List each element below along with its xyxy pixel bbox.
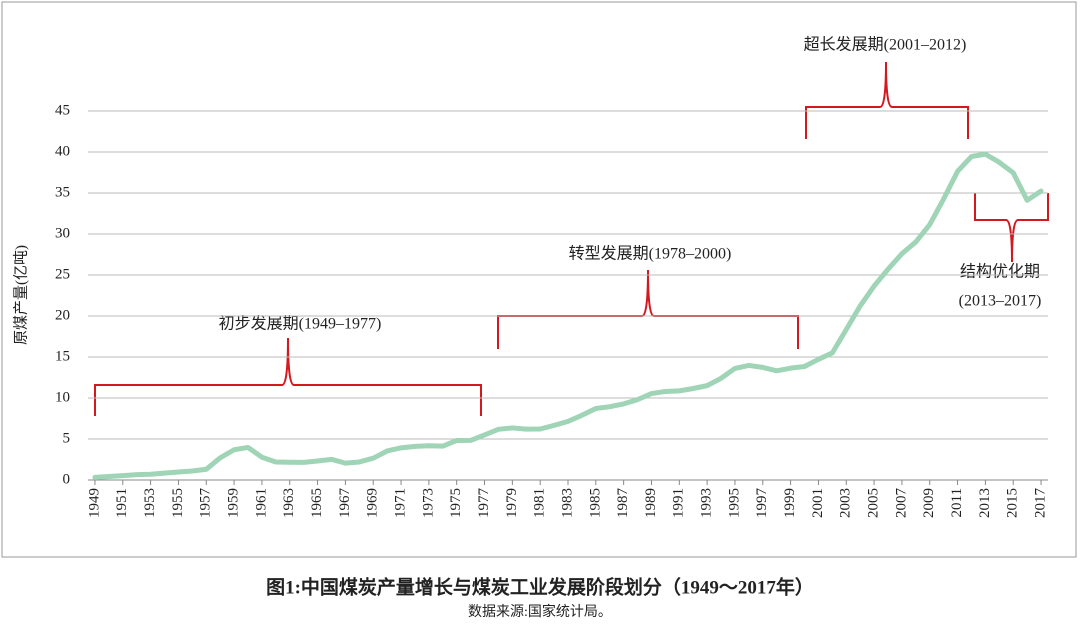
y-tick-label: 20: [55, 307, 70, 323]
annotation: 结构优化期: [960, 263, 1040, 281]
x-tick-label: 2015: [1005, 488, 1021, 518]
source-note: 数据来源:国家统计局。: [468, 603, 612, 620]
y-tick-label: 35: [55, 184, 70, 200]
bracket: [94, 337, 482, 416]
bracket: [805, 61, 969, 139]
x-tick-label: 1959: [226, 488, 242, 518]
x-tick-label: 2003: [838, 488, 854, 518]
x-tick-label: 2013: [977, 488, 993, 518]
x-tick-label: 2017: [1032, 488, 1048, 519]
x-tick-label: 1957: [198, 488, 214, 519]
x-tick-label: 1997: [754, 488, 770, 519]
x-tick-label: 1989: [643, 488, 659, 518]
x-tick-label: 1969: [365, 488, 381, 518]
y-tick-label: 15: [55, 348, 70, 364]
x-tick-label: 1951: [114, 488, 130, 518]
x-tick-label: 2001: [810, 488, 826, 518]
x-tick-label: 1975: [448, 488, 464, 518]
x-tick-label: 1963: [281, 488, 297, 518]
y-tick-label: 5: [63, 430, 71, 446]
x-tick-label: 1965: [309, 488, 325, 518]
x-tick-label: 2011: [949, 488, 965, 517]
bracket: [497, 269, 799, 349]
annotation: 转型发展期(1978–2000): [569, 245, 732, 263]
x-tick-label: 1961: [253, 488, 269, 518]
y-tick-label: 10: [55, 389, 70, 405]
x-tick-label: 1971: [392, 488, 408, 518]
annotation: (2013–2017): [959, 293, 1042, 310]
x-tick-label: 2009: [921, 488, 937, 518]
x-tick-label: 1983: [559, 488, 575, 518]
x-tick-label: 1949: [86, 488, 102, 518]
x-tick-label: 1981: [532, 488, 548, 518]
x-tick-label: 1987: [615, 488, 631, 519]
x-tick-label: 1985: [587, 488, 603, 518]
y-tick-label: 0: [63, 471, 71, 487]
bracket: [974, 193, 1049, 263]
x-tick-label: 1977: [476, 488, 492, 519]
x-tick-label: 1953: [142, 488, 158, 518]
x-tick-label: 1995: [726, 488, 742, 518]
y-tick-label: 30: [55, 225, 70, 241]
x-tick-label: 2007: [893, 488, 909, 519]
x-tick-label: 1973: [420, 488, 436, 518]
x-tick-label: 2005: [866, 488, 882, 518]
data-line: [92, 151, 1044, 480]
y-tick-label: 40: [55, 143, 70, 159]
annotation: 初步发展期(1949–1977): [219, 315, 382, 333]
x-tick-label: 1991: [671, 488, 687, 518]
chart-title: 图1:中国煤炭产量增长与煤炭工业发展阶段划分（1949～2017年）: [266, 575, 814, 598]
y-axis-label: 原煤产量(亿吨): [12, 245, 29, 345]
x-tick-label: 1955: [170, 488, 186, 518]
annotation: 超长发展期(2001–2012): [804, 36, 967, 54]
x-tick-label: 1993: [699, 488, 715, 518]
y-tick-label: 45: [55, 102, 70, 118]
x-tick-label: 1967: [337, 488, 353, 519]
chart-frame: [1, 1, 1077, 558]
y-tick-label: 25: [55, 266, 70, 282]
x-tick-label: 1979: [504, 488, 520, 518]
x-tick-label: 1999: [782, 488, 798, 518]
